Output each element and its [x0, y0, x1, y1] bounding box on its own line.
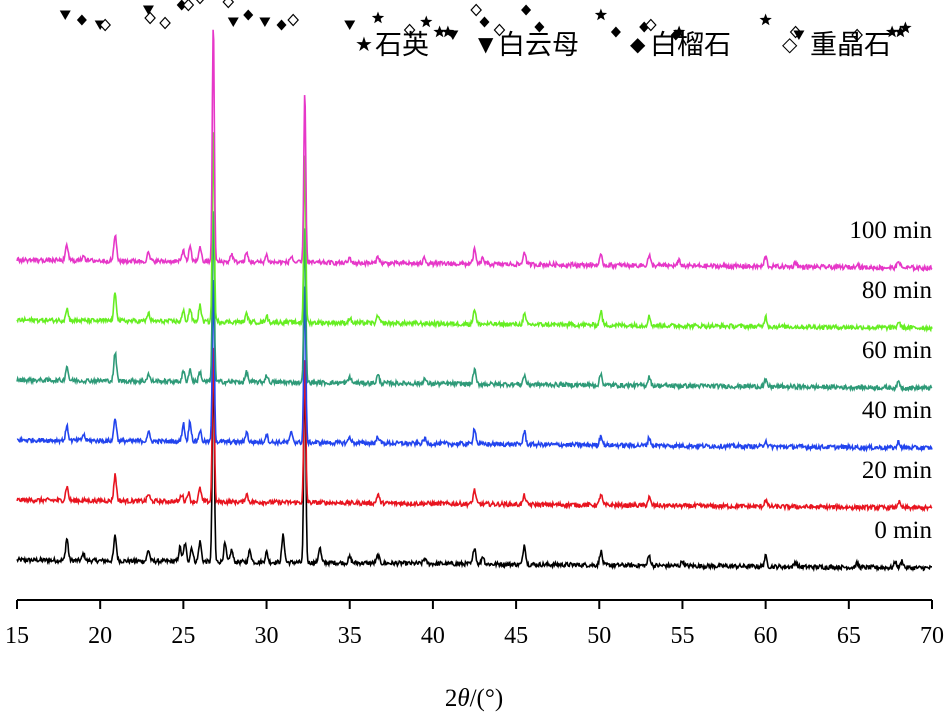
peak-marker-diamond-30 [534, 21, 545, 33]
peak-marker-layer [59, 0, 912, 42]
x-tick-label-30: 30 [255, 623, 279, 649]
peak-marker-star-22 [420, 15, 433, 28]
peak-marker-star-37 [759, 13, 772, 26]
peak-marker-star-43 [899, 21, 912, 34]
peak-marker-star-31 [594, 8, 608, 21]
peak-marker-diamond-open-21 [403, 23, 416, 37]
peak-marker-diamond-open-34 [645, 18, 657, 32]
peak-marker-diamond-open-12 [222, 0, 235, 9]
x-tick-label-70: 70 [920, 623, 944, 649]
series-line-60-min [16, 211, 933, 393]
legend-symbol-muscovite: ▼ [478, 32, 494, 56]
series-layer [16, 29, 933, 573]
series-label-40-min: 40 min [862, 397, 933, 424]
x-tick-label-55: 55 [670, 623, 694, 649]
legend-symbol-barite: ◇ [782, 32, 798, 56]
peak-marker-star-23 [433, 25, 446, 38]
legend-label-muscovite: 白云母 [498, 30, 579, 61]
series-label-20-min: 20 min [862, 457, 933, 484]
peak-marker-triangle-down-25 [447, 30, 459, 40]
peak-marker-triangle-down-15 [259, 17, 271, 27]
series-line-20-min [16, 347, 933, 513]
peak-marker-triangle-down-13 [227, 17, 239, 27]
peak-marker-diamond-open-28 [493, 23, 506, 37]
peak-marker-star-42 [894, 25, 907, 38]
peak-marker-diamond-open-7 [159, 16, 171, 30]
peak-marker-diamond-open-6 [144, 11, 156, 25]
series-line-100-min [16, 29, 933, 273]
legend-label-leucite: 白榴石 [650, 30, 731, 61]
peak-marker-triangle-down-0 [59, 10, 71, 20]
x-tick-label-45: 45 [504, 623, 528, 649]
x-tick-label-35: 35 [338, 623, 362, 649]
legend-entry-quartz: ★ 石英 [355, 30, 429, 61]
peak-marker-diamond-open-10 [196, 0, 204, 5]
legend-label-barite: 重晶石 [810, 30, 891, 61]
legend-symbol-leucite: ◆ [630, 32, 646, 56]
x-tick-label-20: 20 [88, 623, 112, 649]
peak-marker-star-41 [885, 25, 899, 38]
series-line-40-min [16, 279, 933, 453]
peak-marker-diamond-open-9 [182, 0, 195, 12]
peak-marker-triangle-down-39 [793, 30, 805, 40]
peak-marker-star-36 [672, 25, 686, 38]
peak-marker-diamond-open-3 [99, 18, 111, 32]
peak-marker-diamond-16 [276, 19, 287, 31]
peak-marker-diamond-1 [76, 14, 87, 26]
peak-marker-star-20 [371, 11, 385, 24]
series-label-60-min: 60 min [862, 337, 933, 364]
peak-marker-diamond-8 [176, 0, 187, 11]
legend: ★ 石英 ▼ 白云母 ◆ 白榴石 ◇ 重晶石 [355, 30, 891, 61]
peak-marker-diamond-open-26 [470, 3, 482, 17]
series-line-80-min [16, 132, 933, 333]
peak-marker-diamond-32 [610, 26, 621, 38]
x-axis: 15 20 25 30 35 40 45 50 55 60 65 70 [5, 599, 944, 649]
x-tick-label-40: 40 [421, 623, 445, 649]
peak-marker-diamond-27 [479, 16, 490, 28]
x-tick-label-65: 65 [837, 623, 861, 649]
series-label-80-min: 80 min [862, 277, 933, 304]
series-label-0-min: 0 min [874, 517, 932, 544]
x-tick-label-15: 15 [5, 623, 29, 649]
peak-marker-diamond-14 [243, 9, 254, 21]
peak-marker-diamond-open-17 [287, 13, 299, 27]
legend-entry-barite: ◇ 重晶石 [782, 30, 891, 61]
legend-label-quartz: 石英 [375, 30, 429, 61]
peak-marker-triangle-down-5 [142, 5, 154, 15]
series-label-layer: 0 min 20 min 40 min 60 min 80 min 100 min [849, 217, 932, 544]
series-label-100-min: 100 min [849, 217, 932, 244]
legend-symbol-quartz: ★ [355, 32, 373, 56]
peak-marker-triangle-down-19 [344, 20, 356, 30]
peak-marker-diamond-open-40 [851, 28, 863, 42]
legend-entry-muscovite: ▼ 白云母 [478, 30, 579, 61]
peak-marker-diamond-29 [521, 4, 532, 16]
x-tick-label-50: 50 [587, 623, 611, 649]
x-tick-label-60: 60 [754, 623, 778, 649]
legend-entry-leucite: ◆ 白榴石 [630, 30, 731, 61]
x-tick-label-25: 25 [171, 623, 195, 649]
series-line-0-min [16, 355, 932, 573]
x-axis-title: 2θ/(°) [445, 685, 503, 712]
